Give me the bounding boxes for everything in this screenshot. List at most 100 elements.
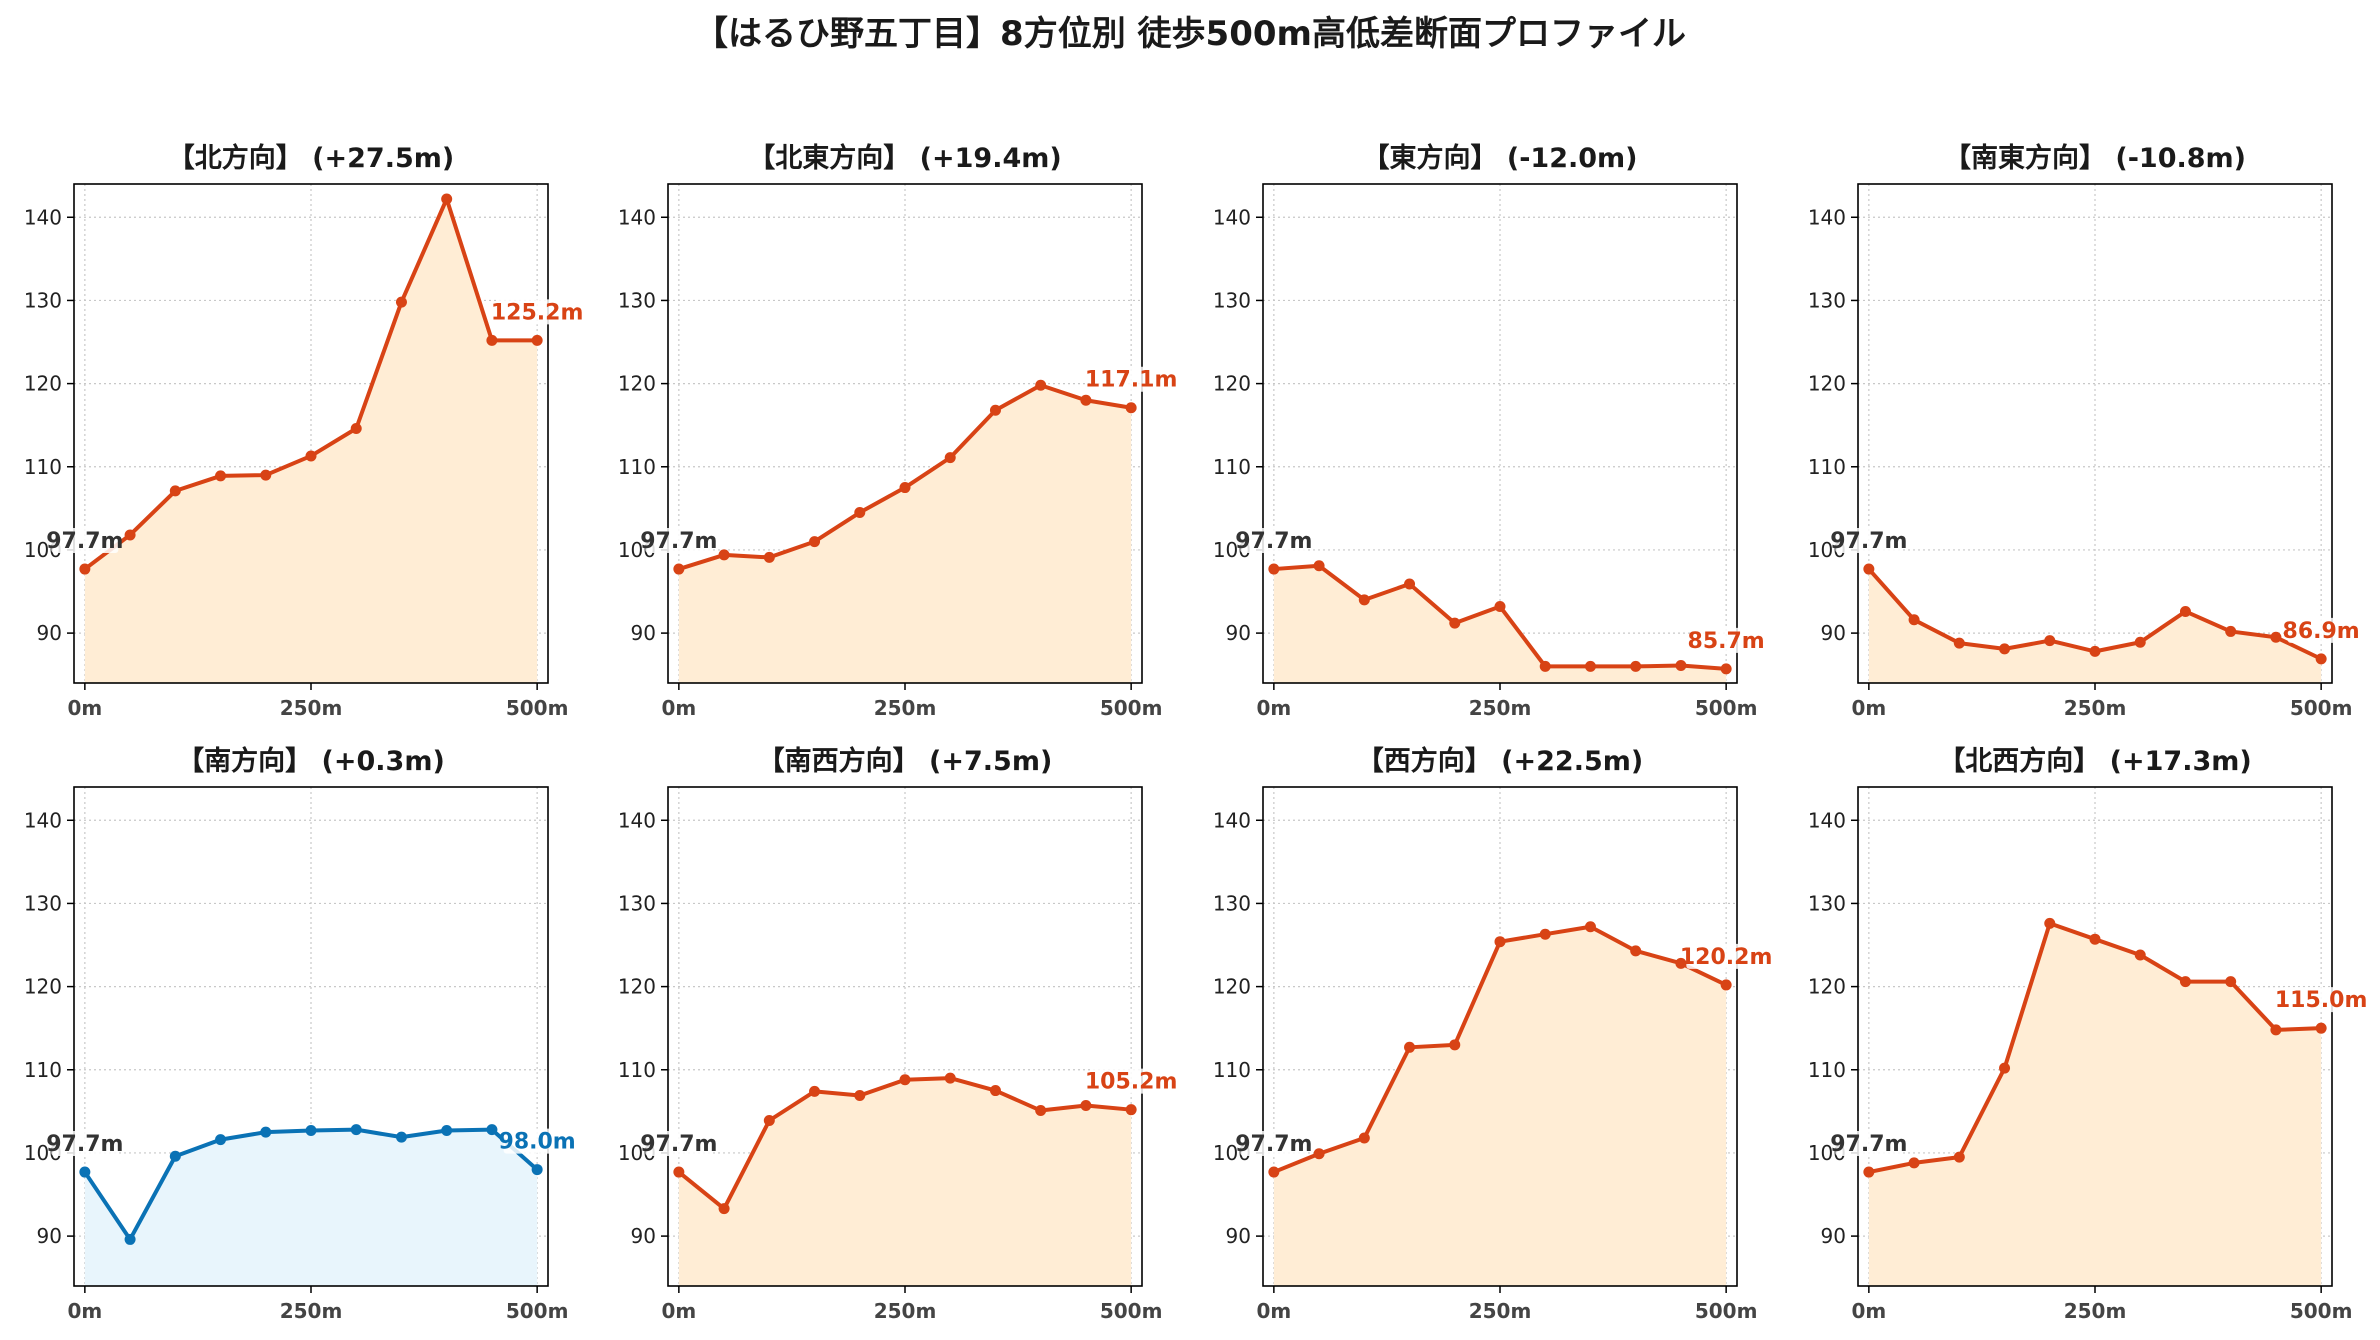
start-label-bg (51, 528, 119, 554)
start-label-bg (645, 528, 713, 554)
data-point (79, 563, 91, 575)
x-tick-label: 250m (874, 696, 937, 720)
start-label-bg (1240, 1131, 1308, 1157)
end-label-bg (1091, 366, 1171, 392)
x-tick-label: 0m (1851, 696, 1886, 720)
panel-title: 【北東方向】 (+19.4m) (748, 142, 1061, 174)
data-point (2134, 949, 2146, 961)
y-tick-label: 130 (618, 891, 656, 915)
start-label: 97.7m (46, 529, 123, 554)
y-tick-label: 140 (1808, 808, 1846, 832)
area-fill (678, 1078, 1132, 1286)
start-label: 97.7m (1235, 529, 1312, 554)
x-tick-label: 0m (1256, 1299, 1291, 1323)
y-tick-label: 110 (24, 1058, 62, 1082)
data-point (1125, 1104, 1137, 1116)
data-point (1080, 1100, 1092, 1112)
x-tick-label: 0m (1256, 696, 1291, 720)
data-point (1539, 660, 1551, 672)
figure-title: 【はるひ野五丁目】8方位別 徒歩500m高低差断面プロファイル (694, 14, 1686, 54)
data-point (854, 507, 866, 519)
data-point (989, 1085, 1001, 1097)
start-label-bg (1835, 528, 1903, 554)
data-point (1908, 614, 1920, 626)
end-label: 98.0m (499, 1130, 576, 1155)
y-tick-label: 90 (1226, 1224, 1251, 1248)
data-point (2315, 1022, 2327, 1034)
area-fill (1868, 923, 2322, 1286)
data-point (899, 482, 911, 494)
y-tick-label: 140 (1213, 205, 1251, 229)
x-tick-label: 500m (1100, 696, 1163, 720)
data-point (2315, 653, 2327, 665)
data-point (350, 423, 362, 435)
y-tick-label: 120 (24, 975, 62, 999)
data-point (2179, 605, 2191, 617)
area-fill (1273, 565, 1727, 683)
data-point (1953, 1151, 1965, 1163)
end-label-bg (1091, 1068, 1171, 1094)
data-point (1720, 663, 1732, 675)
data-point (1404, 578, 1416, 590)
data-point (2270, 631, 2282, 643)
panel-title: 【西方向】 (+22.5m) (1357, 745, 1643, 777)
y-tick-label: 130 (24, 891, 62, 915)
data-point (2225, 976, 2237, 988)
x-tick-label: 0m (1851, 1299, 1886, 1323)
data-point (1358, 1132, 1370, 1144)
x-tick-label: 500m (1695, 696, 1758, 720)
data-point (989, 404, 1001, 416)
data-point (673, 563, 685, 575)
data-point (763, 551, 775, 563)
data-point (1908, 1157, 1920, 1169)
panel-title: 【南方向】 (+0.3m) (177, 745, 445, 777)
end-label-bg (497, 299, 577, 325)
x-tick-label: 250m (1469, 1299, 1532, 1323)
data-point (260, 469, 272, 481)
y-tick-label: 120 (1213, 975, 1251, 999)
data-point (809, 1085, 821, 1097)
y-tick-label: 90 (1821, 1224, 1846, 1248)
data-point (1313, 1148, 1325, 1160)
y-tick-label: 110 (1213, 1058, 1251, 1082)
end-label: 125.2m (491, 300, 584, 325)
start-label-bg (51, 1131, 119, 1157)
data-point (486, 334, 498, 346)
data-point (673, 1166, 685, 1178)
data-point (1125, 402, 1137, 414)
data-point (1539, 928, 1551, 940)
data-point (1584, 921, 1596, 933)
x-tick-label: 0m (661, 696, 696, 720)
start-label-bg (1240, 528, 1308, 554)
y-tick-label: 130 (24, 288, 62, 312)
x-tick-label: 500m (1695, 1299, 1758, 1323)
y-tick-label: 110 (24, 455, 62, 479)
data-point (1630, 945, 1642, 957)
data-point (169, 485, 181, 497)
data-point (809, 536, 821, 548)
end-label-bg (2281, 987, 2361, 1013)
data-point (441, 1124, 453, 1136)
end-label: 85.7m (1688, 629, 1765, 654)
panel-title: 【南西方向】 (+7.5m) (758, 745, 1053, 777)
data-point (305, 1124, 317, 1136)
panel-title: 【北西方向】 (+17.3m) (1938, 745, 2251, 777)
plot-frame (1857, 183, 2333, 684)
area-fill (84, 1129, 538, 1286)
end-label-bg (503, 1128, 571, 1154)
x-tick-label: 500m (2290, 1299, 2353, 1323)
data-point (718, 1203, 730, 1215)
x-tick-label: 250m (874, 1299, 937, 1323)
y-tick-label: 130 (1213, 891, 1251, 915)
data-point (169, 1150, 181, 1162)
data-point (1630, 660, 1642, 672)
data-point (1268, 1166, 1280, 1178)
data-point (1313, 560, 1325, 572)
start-label: 97.7m (46, 1132, 123, 1157)
x-tick-label: 250m (1469, 696, 1532, 720)
panel-title: 【南東方向】 (-10.8m) (1944, 142, 2246, 174)
